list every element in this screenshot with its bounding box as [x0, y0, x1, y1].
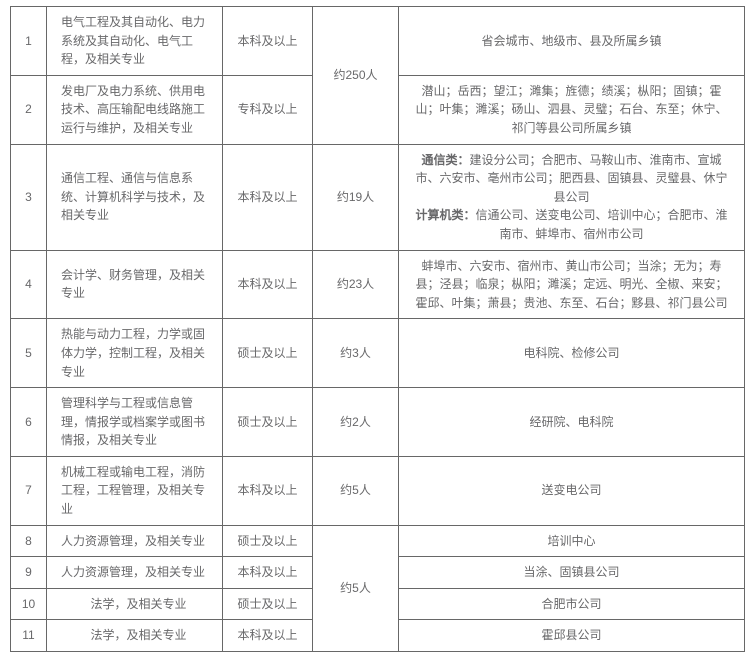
- cell-num: 约19人: [313, 144, 399, 250]
- table-row: 1 电气工程及其自动化、电力系统及其自动化、电气工程，及相关专业 本科及以上 约…: [11, 7, 745, 76]
- cell-num: 约23人: [313, 250, 399, 319]
- cell-unit: 送变电公司: [399, 456, 745, 525]
- cell-idx: 8: [11, 525, 47, 557]
- cell-edu: 本科及以上: [223, 7, 313, 76]
- cell-major: 法学，及相关专业: [47, 588, 223, 620]
- unit-label-comm: 通信类：: [421, 153, 469, 167]
- cell-edu: 本科及以上: [223, 456, 313, 525]
- cell-num: 约2人: [313, 388, 399, 457]
- table-row: 8 人力资源管理，及相关专业 硕士及以上 约5人 培训中心: [11, 525, 745, 557]
- cell-major: 机械工程或输电工程，消防工程，工程管理，及相关专业: [47, 456, 223, 525]
- table-row: 4 会计学、财务管理，及相关专业 本科及以上 约23人 蚌埠市、六安市、宿州市、…: [11, 250, 745, 319]
- cell-idx: 5: [11, 319, 47, 388]
- cell-major: 电气工程及其自动化、电力系统及其自动化、电气工程，及相关专业: [47, 7, 223, 76]
- cell-idx: 7: [11, 456, 47, 525]
- cell-edu: 硕士及以上: [223, 388, 313, 457]
- cell-unit: 蚌埠市、六安市、宿州市、黄山市公司；当涂；无为；寿县；泾县；临泉；枞阳；濉溪；定…: [399, 250, 745, 319]
- cell-unit: 当涂、固镇县公司: [399, 557, 745, 589]
- cell-unit: 培训中心: [399, 525, 745, 557]
- cell-edu: 硕士及以上: [223, 525, 313, 557]
- table-row: 3 通信工程、通信与信息系统、计算机科学与技术，及相关专业 本科及以上 约19人…: [11, 144, 745, 250]
- cell-major: 发电厂及电力系统、供用电技术、高压输配电线路施工运行与维护，及相关专业: [47, 75, 223, 144]
- cell-edu: 本科及以上: [223, 250, 313, 319]
- cell-edu: 本科及以上: [223, 557, 313, 589]
- table-row: 5 热能与动力工程，力学或固体力学，控制工程，及相关专业 硕士及以上 约3人 电…: [11, 319, 745, 388]
- recruitment-table: 1 电气工程及其自动化、电力系统及其自动化、电气工程，及相关专业 本科及以上 约…: [10, 6, 745, 652]
- cell-edu: 专科及以上: [223, 75, 313, 144]
- cell-unit: 潜山；岳西；望江；濉集；旌德；绩溪；枞阳；固镇；霍山；叶集；濉溪；砀山、泗县、灵…: [399, 75, 745, 144]
- table-row: 6 管理科学与工程或信息管理，情报学或档案学或图书情报，及相关专业 硕士及以上 …: [11, 388, 745, 457]
- cell-num: 约5人: [313, 456, 399, 525]
- cell-major: 法学，及相关专业: [47, 620, 223, 652]
- cell-major: 管理科学与工程或信息管理，情报学或档案学或图书情报，及相关专业: [47, 388, 223, 457]
- cell-num: 约250人: [313, 7, 399, 145]
- cell-edu: 硕士及以上: [223, 588, 313, 620]
- cell-unit: 霍邱县公司: [399, 620, 745, 652]
- cell-unit: 经研院、电科院: [399, 388, 745, 457]
- cell-unit: 省会城市、地级市、县及所属乡镇: [399, 7, 745, 76]
- recruitment-table-wrapper: 1 电气工程及其自动化、电力系统及其自动化、电气工程，及相关专业 本科及以上 约…: [0, 0, 755, 658]
- unit-text-comp: 信通公司、送变电公司、培训中心；合肥市、淮南市、蚌埠市、宿州市公司: [476, 208, 728, 241]
- cell-unit: 电科院、检修公司: [399, 319, 745, 388]
- table-row: 7 机械工程或输电工程，消防工程，工程管理，及相关专业 本科及以上 约5人 送变…: [11, 456, 745, 525]
- cell-edu: 本科及以上: [223, 620, 313, 652]
- cell-idx: 9: [11, 557, 47, 589]
- cell-idx: 6: [11, 388, 47, 457]
- cell-unit: 通信类：建设分公司；合肥市、马鞍山市、淮南市、宣城市、六安市、亳州市公司；肥西县…: [399, 144, 745, 250]
- cell-major: 人力资源管理，及相关专业: [47, 525, 223, 557]
- cell-idx: 10: [11, 588, 47, 620]
- cell-idx: 4: [11, 250, 47, 319]
- cell-unit: 合肥市公司: [399, 588, 745, 620]
- cell-num: 约3人: [313, 319, 399, 388]
- cell-num: 约5人: [313, 525, 399, 651]
- cell-idx: 2: [11, 75, 47, 144]
- unit-paragraph-comp: 计算机类：信通公司、送变电公司、培训中心；合肥市、淮南市、蚌埠市、宿州市公司: [413, 206, 730, 243]
- cell-major: 热能与动力工程，力学或固体力学，控制工程，及相关专业: [47, 319, 223, 388]
- cell-idx: 3: [11, 144, 47, 250]
- cell-major: 通信工程、通信与信息系统、计算机科学与技术，及相关专业: [47, 144, 223, 250]
- unit-paragraph-comm: 通信类：建设分公司；合肥市、马鞍山市、淮南市、宣城市、六安市、亳州市公司；肥西县…: [413, 151, 730, 207]
- cell-major: 人力资源管理，及相关专业: [47, 557, 223, 589]
- cell-idx: 1: [11, 7, 47, 76]
- cell-major: 会计学、财务管理，及相关专业: [47, 250, 223, 319]
- cell-edu: 本科及以上: [223, 144, 313, 250]
- cell-idx: 11: [11, 620, 47, 652]
- cell-edu: 硕士及以上: [223, 319, 313, 388]
- unit-label-comp: 计算机类：: [415, 208, 475, 222]
